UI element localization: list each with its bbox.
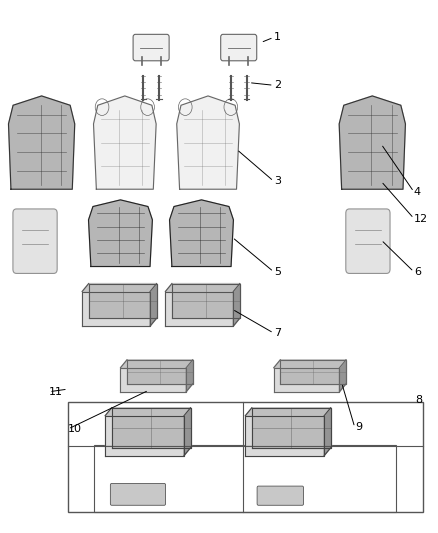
Polygon shape (150, 284, 157, 326)
Polygon shape (186, 360, 193, 392)
Text: 8: 8 (415, 395, 422, 405)
Polygon shape (105, 416, 184, 456)
Polygon shape (324, 408, 331, 456)
Polygon shape (339, 96, 406, 189)
Polygon shape (105, 408, 191, 416)
Polygon shape (112, 408, 191, 448)
Polygon shape (245, 416, 324, 456)
Text: 11: 11 (49, 387, 63, 397)
Polygon shape (172, 284, 240, 318)
Polygon shape (252, 408, 331, 448)
Polygon shape (280, 360, 346, 384)
Polygon shape (166, 292, 233, 326)
FancyBboxPatch shape (110, 483, 166, 505)
Text: 6: 6 (414, 267, 421, 277)
Text: 2: 2 (274, 80, 281, 90)
Polygon shape (245, 408, 331, 416)
Polygon shape (166, 284, 240, 292)
Text: 3: 3 (274, 176, 281, 186)
FancyBboxPatch shape (346, 209, 390, 273)
Polygon shape (177, 96, 239, 189)
Polygon shape (120, 368, 186, 392)
Text: 4: 4 (414, 187, 421, 197)
Polygon shape (93, 96, 156, 189)
Polygon shape (127, 360, 193, 384)
Text: 12: 12 (414, 214, 428, 223)
Polygon shape (274, 360, 346, 368)
Polygon shape (233, 284, 240, 326)
FancyBboxPatch shape (257, 486, 304, 505)
Polygon shape (88, 200, 152, 266)
Text: 5: 5 (274, 267, 281, 277)
FancyBboxPatch shape (13, 209, 57, 273)
Text: 7: 7 (274, 328, 281, 338)
Polygon shape (339, 360, 346, 392)
Text: 9: 9 (355, 423, 362, 432)
Polygon shape (274, 368, 339, 392)
Polygon shape (82, 292, 150, 326)
Polygon shape (170, 200, 233, 266)
Polygon shape (82, 284, 157, 292)
Polygon shape (88, 284, 157, 318)
Bar (68, 402, 423, 512)
Bar (94, 445, 396, 512)
Text: 10: 10 (68, 424, 82, 434)
FancyBboxPatch shape (133, 34, 169, 61)
Polygon shape (120, 360, 193, 368)
FancyBboxPatch shape (221, 34, 257, 61)
Text: 1: 1 (274, 33, 281, 42)
Polygon shape (184, 408, 191, 456)
Polygon shape (8, 96, 75, 189)
